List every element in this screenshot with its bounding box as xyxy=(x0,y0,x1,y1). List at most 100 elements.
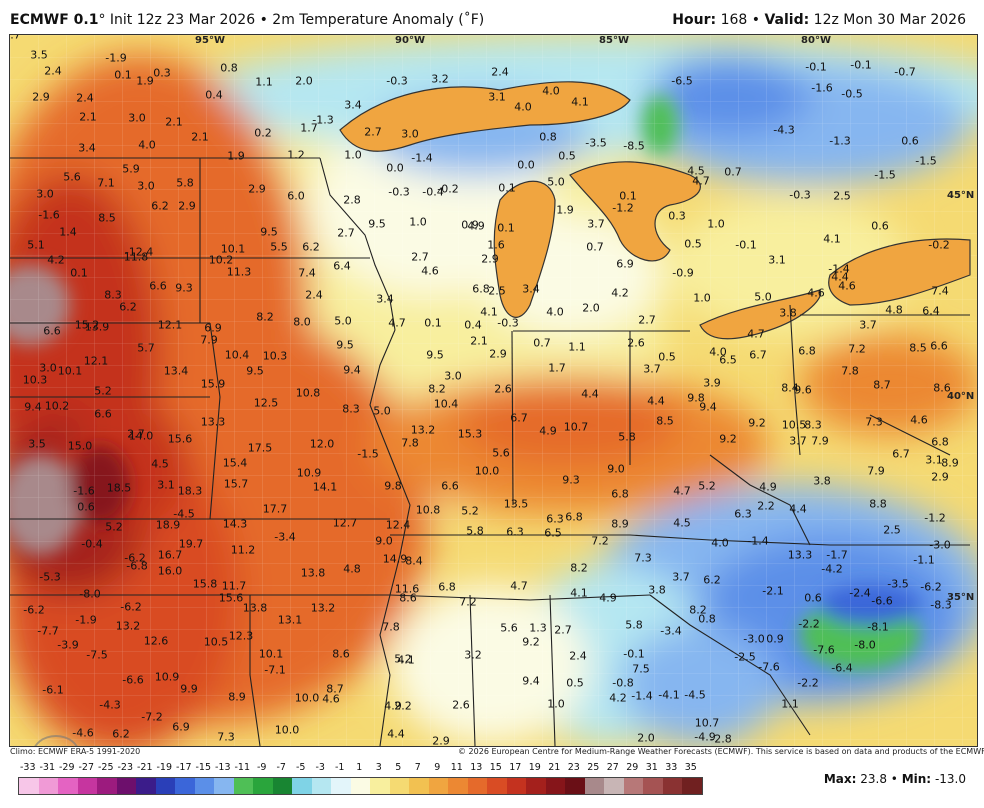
anomaly-value-label: -0.1 xyxy=(850,58,872,72)
colorbar-tick-label: -19 xyxy=(156,762,173,773)
anomaly-value-label: 6.6 xyxy=(441,479,459,493)
anomaly-map[interactable]: 95°W 90°W 85°W 80°W 45°N 40°N 35°N 3.5 -1… xyxy=(9,34,978,747)
anomaly-value-label: 5.2 xyxy=(105,520,123,534)
anomaly-value-label: 4.1 xyxy=(397,653,415,667)
anomaly-value-label: -2.8 xyxy=(710,732,732,746)
anomaly-value-label: -1.4 xyxy=(828,262,850,276)
anomaly-value-label: -1.4 xyxy=(747,534,769,548)
anomaly-value-label: -8.0 xyxy=(79,587,101,601)
anomaly-value-label: 4.1 xyxy=(480,305,498,319)
anomaly-value-label: 6.2 xyxy=(302,240,320,254)
colorbar-tick-label: 9 xyxy=(434,762,441,773)
anomaly-value-label: 2.6 xyxy=(452,698,470,712)
anomaly-value-label: -3.5 xyxy=(585,136,607,150)
anomaly-value-label: 5.6 xyxy=(500,621,518,635)
anomaly-value-label: 4.9 xyxy=(467,219,485,233)
anomaly-value-label: 1.1 xyxy=(781,697,799,711)
anomaly-value-label: -1.5 xyxy=(874,168,896,182)
anomaly-value-label: -3.4 xyxy=(274,530,296,544)
anomaly-value-label: 1.9 xyxy=(136,74,154,88)
anomaly-value-label: 3.8 xyxy=(648,583,666,597)
anomaly-value-label: 2.6 xyxy=(627,336,645,350)
anomaly-value-label: 2.4 xyxy=(76,91,94,105)
colorbar-swatch xyxy=(175,778,195,794)
colorbar-swatch xyxy=(370,778,390,794)
colorbar-tick-label: -13 xyxy=(214,762,231,773)
anomaly-value-label: 0.3 xyxy=(153,66,171,80)
colorbar-tick-label: -21 xyxy=(136,762,153,773)
anomaly-value-label: -1.9 xyxy=(75,613,97,627)
anomaly-value-label: 7.2 xyxy=(591,534,609,548)
anomaly-value-label: 9.2 xyxy=(748,416,766,430)
anomaly-value-label: 3.1 xyxy=(768,253,786,267)
title: ECMWF 0.1° Init 12z 23 Mar 2026 • 2m Tem… xyxy=(10,12,484,28)
colorbar-tick-label: 31 xyxy=(645,762,658,773)
anomaly-value-label: 11.8 xyxy=(123,250,149,264)
anomaly-value-label: -6.8 xyxy=(126,559,148,573)
anomaly-value-label: 2.6 xyxy=(494,382,512,396)
colorbar-tick-label: -9 xyxy=(257,762,267,773)
anomaly-value-label: 15.3 xyxy=(457,427,483,441)
anomaly-value-label: 4.6 xyxy=(910,413,928,427)
anomaly-value-label: 8.7 xyxy=(873,378,891,392)
anomaly-value-label: 3.4 xyxy=(522,282,540,296)
anomaly-value-label: 13.4 xyxy=(163,364,189,378)
colorbar-swatch xyxy=(526,778,546,794)
colorbar-swatch xyxy=(565,778,585,794)
anomaly-value-label: 6.8 xyxy=(798,344,816,358)
anomaly-value-label: 15.6 xyxy=(218,591,244,605)
anomaly-value-label: 3.0 xyxy=(137,179,155,193)
anomaly-value-label: 9.5 xyxy=(260,225,278,239)
anomaly-value-label: 2.0 xyxy=(295,74,313,88)
anomaly-value-label: 10.1 xyxy=(57,364,83,378)
anomaly-value-label: 15.8 xyxy=(192,577,218,591)
anomaly-value-label: 2.7 xyxy=(554,623,572,637)
anomaly-value-label: 6.2 xyxy=(112,727,130,741)
anomaly-value-label: 0.1 xyxy=(498,181,516,195)
anomaly-value-label: 3.4 xyxy=(376,292,394,306)
anomaly-value-label: 6.5 xyxy=(544,526,562,540)
anomaly-value-label: -0.9 xyxy=(672,266,694,280)
colorbar-swatch xyxy=(467,778,487,794)
anomaly-value-label: 15.2 xyxy=(74,318,100,332)
anomaly-value-label: 10.4 xyxy=(433,397,459,411)
anomaly-value-label: -1.5 xyxy=(915,154,937,168)
anomaly-value-label: 3.0 xyxy=(128,111,146,125)
anomaly-value-label: -3.4 xyxy=(660,624,682,638)
anomaly-value-label: 2.9 xyxy=(178,199,196,213)
colorbar-swatch xyxy=(643,778,663,794)
anomaly-value-label: -6.1 xyxy=(42,683,64,697)
anomaly-value-label: -5.3 xyxy=(39,570,61,584)
anomaly-value-label: 12.6 xyxy=(143,634,169,648)
min-value: -13.0 xyxy=(934,772,966,786)
colorbar-swatch xyxy=(409,778,429,794)
anomaly-value-label: 3.7 xyxy=(789,434,807,448)
anomaly-value-label: 1.0 xyxy=(547,697,565,711)
anomaly-value-label: 4.4 xyxy=(581,387,599,401)
anomaly-value-label: -7.6 xyxy=(758,660,780,674)
anomaly-value-label: 8.5 xyxy=(909,341,927,355)
anomaly-value-label: -12.4 xyxy=(124,245,154,259)
anomaly-value-label: 9.6 xyxy=(794,383,812,397)
anomaly-value-label: -4.3 xyxy=(99,698,121,712)
anomaly-value-label: 3.4 xyxy=(344,98,362,112)
anomaly-value-label: 8.6 xyxy=(933,381,951,395)
anomaly-value-label: -4.1 xyxy=(658,688,680,702)
anomaly-value-label: 6.3 xyxy=(506,525,524,539)
anomaly-value-label: 5.9 xyxy=(122,162,140,176)
anomaly-value-label: -3.5 xyxy=(887,577,909,591)
anomaly-value-label: 3.1 xyxy=(157,478,175,492)
anomaly-value-label: 0.5 xyxy=(658,350,676,364)
anomaly-value-label: -0.2 xyxy=(437,182,459,196)
anomaly-value-label: 3.5 xyxy=(30,48,48,62)
colorbar-tick-label: -15 xyxy=(195,762,212,773)
anomaly-value-label: -0.1 xyxy=(735,238,757,252)
great-lakes xyxy=(339,81,971,340)
min-label: Min: xyxy=(901,772,932,786)
anomaly-value-label: 4.5 xyxy=(687,164,705,178)
anomaly-value-label: 4.2 xyxy=(609,691,627,705)
anomaly-value-label: 2.0 xyxy=(637,731,655,745)
anomaly-value-label: 1.0 xyxy=(344,148,362,162)
anomaly-value-label: 3.0 xyxy=(36,187,54,201)
anomaly-value-label: 8.5 xyxy=(656,414,674,428)
